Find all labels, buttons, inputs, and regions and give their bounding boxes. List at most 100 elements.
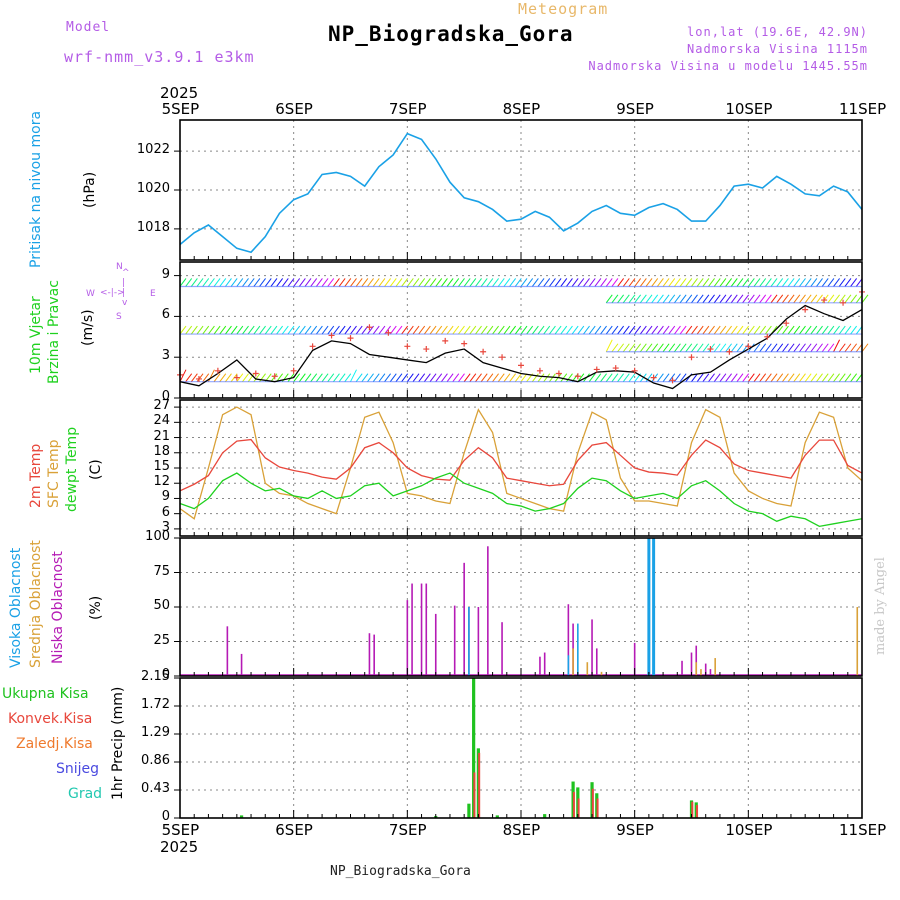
- wind-barb: [764, 325, 772, 335]
- wind-barb: [435, 278, 443, 287]
- wind-barb: [287, 325, 295, 335]
- wind-barb: [759, 325, 767, 335]
- wind-barb: [594, 373, 602, 382]
- wind-barb: [384, 278, 392, 287]
- wind-barb: [412, 373, 420, 382]
- wind-barb: [423, 325, 431, 335]
- wind-barb: [804, 294, 812, 304]
- wind-barb: [787, 278, 795, 287]
- wind-barb: [759, 294, 767, 304]
- wind-barb: [611, 278, 619, 287]
- wind-barb: [560, 325, 568, 335]
- wind-barb: [208, 278, 215, 287]
- cloud-label-mid: Srednja Oblacnost: [28, 540, 44, 668]
- wind-barb: [264, 325, 272, 335]
- wind-barb: [827, 278, 835, 287]
- cloud-bar: [700, 669, 702, 676]
- wind-barb: [446, 325, 454, 335]
- wind-barb: [236, 325, 244, 335]
- wind-barb: [264, 278, 272, 287]
- wind-barb: [560, 373, 568, 382]
- wind-barb: [691, 373, 698, 382]
- y-tick-label: 1.72: [141, 697, 170, 712]
- page-title: NP_Biogradska_Gora: [328, 22, 574, 46]
- wind-barb: [219, 325, 227, 335]
- wind-barb: [526, 325, 534, 335]
- wind-barb: [702, 325, 710, 335]
- wind-barb: [611, 373, 619, 382]
- wind-barb: [463, 325, 471, 335]
- wind-barb: [782, 373, 789, 382]
- wind-barb: [412, 325, 420, 335]
- wind-barb: [719, 343, 727, 353]
- wind-barb: [543, 325, 551, 335]
- wind-barb: [469, 278, 477, 287]
- wind-barb: [782, 278, 789, 287]
- wind-barb: [338, 278, 346, 287]
- wind-barb: [668, 325, 676, 335]
- wind-barb: [315, 325, 323, 335]
- wind-barb: [594, 325, 602, 335]
- wind-barb: [799, 294, 806, 304]
- wind-barb: [651, 294, 659, 304]
- wind-unit: (m/s): [80, 309, 96, 346]
- precip-bar: [473, 772, 476, 818]
- wind-gust-marker: [783, 320, 790, 327]
- wind-barb: [679, 343, 687, 353]
- cloud-bar: [652, 538, 656, 676]
- wind-barb: [190, 325, 198, 335]
- wind-barb: [838, 373, 846, 382]
- wind-barb: [600, 325, 607, 335]
- wind-barb: [401, 278, 409, 287]
- wind-barb: [742, 278, 750, 287]
- wind-barb: [247, 373, 255, 382]
- y-tick-label: 6: [161, 504, 170, 520]
- wind-gust-marker: [252, 370, 259, 377]
- wind-barb: [327, 325, 335, 335]
- wind-barb: [793, 373, 801, 382]
- y-tick-label: 0: [161, 809, 170, 824]
- wind-barb: [838, 343, 846, 353]
- wind-barb: [799, 343, 806, 353]
- wind-barb: [480, 325, 488, 335]
- wind-barb: [770, 278, 778, 287]
- wind-gust-marker: [593, 366, 600, 373]
- wind-barb: [190, 278, 198, 287]
- wind-barb: [531, 373, 539, 382]
- wind-barb: [230, 325, 238, 335]
- wind-barb: [696, 373, 704, 382]
- wind-barb: [423, 278, 431, 287]
- wind-barb: [821, 325, 829, 335]
- compass-vertical-arrow: ^ | | v: [122, 268, 130, 308]
- wind-barb: [486, 278, 494, 287]
- wind-barb: [804, 325, 812, 335]
- wind-barb: [634, 278, 642, 287]
- elevation: Nadmorska Visina 1115m: [687, 42, 868, 56]
- wind-gust-marker: [328, 332, 335, 339]
- wind-barb: [628, 343, 636, 353]
- wind-barb: [202, 278, 210, 287]
- wind-barb: [674, 325, 681, 335]
- wind-barb: [452, 278, 460, 287]
- wind-barb: [537, 278, 545, 287]
- wind-barb: [821, 294, 829, 304]
- wind-barb: [350, 369, 357, 382]
- wind-barb: [787, 294, 795, 304]
- wind-barb: [298, 278, 306, 287]
- wind-barb: [736, 343, 744, 353]
- wind-barb: [742, 325, 750, 335]
- date-tick-label: 11SEP: [839, 821, 887, 839]
- wind-barb: [816, 343, 823, 353]
- wind-barb: [350, 325, 357, 335]
- wind-barb: [691, 294, 698, 304]
- wind-barb: [270, 325, 278, 335]
- wind-barb: [537, 373, 545, 382]
- precip-bar: [596, 798, 599, 818]
- wind-barb: [225, 373, 232, 382]
- wind-barb: [776, 294, 784, 304]
- legend-conv-rain: Konvek.Kisa: [8, 711, 93, 727]
- wind-barb: [588, 325, 596, 335]
- wind-gust-marker: [612, 365, 619, 372]
- cloud-bar: [709, 669, 712, 676]
- wind-barb: [401, 325, 409, 335]
